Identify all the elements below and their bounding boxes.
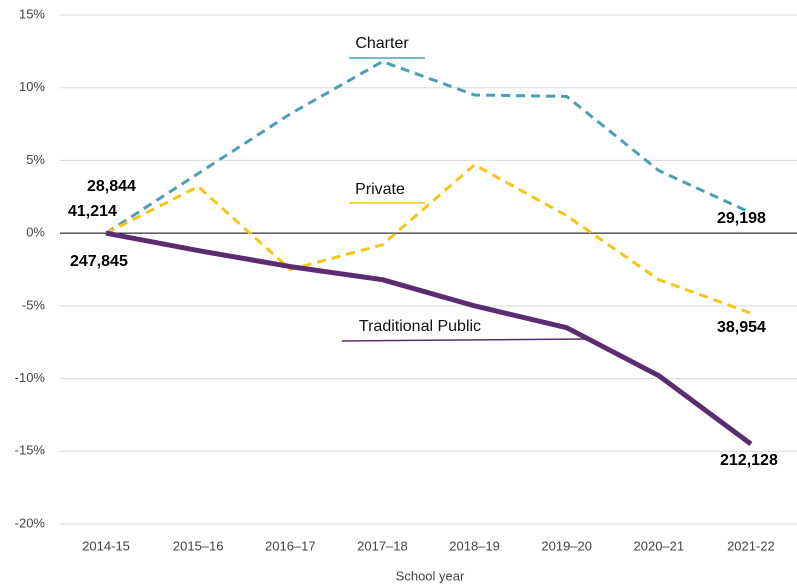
series-label-line [341, 338, 589, 342]
y-tick-label: 15% [19, 6, 45, 21]
x-tick-label: 2019–20 [541, 538, 592, 553]
x-tick-label: 2020–21 [634, 538, 685, 553]
x-axis-title: School year [396, 568, 465, 583]
series-label: Charter [355, 35, 409, 52]
x-tick-label: 2018–19 [449, 538, 500, 553]
point-label: 212,128 [720, 452, 778, 469]
point-label: 29,198 [717, 210, 766, 227]
series-label: Traditional Public [359, 318, 481, 335]
y-tick-label: -15% [15, 443, 46, 458]
point-label: 38,954 [717, 319, 766, 336]
x-tick-label: 2014-15 [82, 538, 130, 553]
point-label: 247,845 [70, 253, 128, 270]
y-tick-label: 0% [26, 225, 45, 240]
y-tick-label: 5% [26, 152, 45, 167]
y-tick-label: -5% [22, 297, 46, 312]
series-line [105, 60, 752, 235]
y-tick-label: -10% [15, 370, 46, 385]
x-tick-label: 2015–16 [173, 538, 224, 553]
series-label: Private [355, 181, 405, 198]
x-tick-label: 2016–17 [265, 538, 316, 553]
series-line [105, 163, 752, 315]
point-label: 41,214 [68, 203, 117, 220]
series-line [105, 230, 753, 447]
y-tick-label: 10% [19, 79, 45, 94]
point-label: 28,844 [87, 178, 136, 195]
y-tick-label: -20% [15, 515, 46, 530]
x-tick-label: 2017–18 [357, 538, 408, 553]
x-tick-label: 2021-22 [727, 538, 775, 553]
